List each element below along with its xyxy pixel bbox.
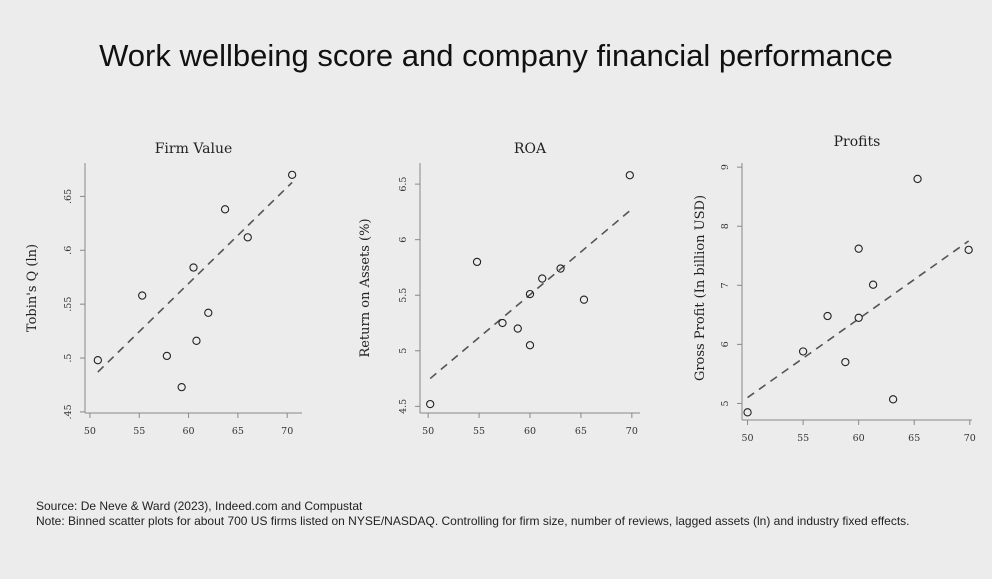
y-tick-label: 6: [398, 237, 409, 243]
chart-title: Firm Value: [155, 141, 233, 157]
data-point: [538, 274, 547, 283]
y-axis-label: Tobin's Q (ln): [25, 244, 40, 332]
data-point: [243, 233, 252, 242]
chart-panel-2: ROA Return on Assets (%) 50 55 60 65 70 4.5 5 5.5…: [358, 141, 640, 437]
x-tick-label: 65: [575, 426, 587, 437]
y-axis-label: Return on Assets (%): [358, 218, 373, 357]
y-tick-label: .6: [63, 246, 74, 255]
data-point: [426, 399, 435, 409]
fit-line: [429, 210, 631, 380]
y-tick-label: 5: [398, 348, 409, 354]
data-point: [964, 245, 973, 254]
x-tick-label: 60: [183, 426, 195, 437]
data-point: [625, 171, 634, 180]
data-point: [93, 356, 102, 365]
x-tick-label: 55: [797, 433, 809, 444]
x-tick-label: 70: [964, 433, 976, 444]
data-point: [220, 205, 230, 214]
y-tick-label: .65: [63, 189, 74, 204]
data-point: [472, 257, 482, 267]
data-point: [162, 351, 172, 361]
fit-line: [747, 240, 970, 399]
x-tick-label: 60: [853, 433, 865, 444]
data-point: [525, 341, 535, 350]
fit-line: [97, 181, 293, 373]
x-tick-label: 60: [524, 426, 536, 437]
data-point: [841, 357, 850, 367]
x-tick-label: 65: [908, 433, 920, 444]
data-point: [854, 244, 863, 253]
x-tick-label: 50: [422, 426, 434, 437]
data-point: [177, 382, 186, 392]
data-point: [189, 263, 198, 272]
x-tick-label: 50: [742, 433, 754, 444]
y-tick-label: 6.5: [398, 177, 409, 192]
y-tick-label: 4.5: [398, 399, 409, 414]
x-tick-label: 70: [626, 426, 638, 437]
y-tick-label: 6: [720, 341, 731, 347]
chart-title: ROA: [514, 141, 547, 157]
data-point: [192, 336, 201, 345]
note-line: Note: Binned scatter plots for about 700…: [36, 514, 910, 528]
x-tick-label: 50: [84, 426, 96, 437]
y-tick-label: .5: [63, 354, 74, 363]
x-tick-label: 55: [133, 426, 145, 437]
data-point: [913, 174, 922, 184]
chart-panel-1: Firm Value Tobin's Q (ln) 50 55 60 65 70 .45 .5.…: [25, 141, 302, 437]
source-line: Source: De Neve & Ward (2023), Indeed.co…: [36, 499, 363, 513]
data-point: [498, 318, 507, 328]
x-tick-label: 70: [281, 426, 293, 437]
data-point: [287, 170, 297, 180]
x-tick-label: 65: [232, 426, 244, 437]
data-point: [798, 347, 808, 356]
data-point: [579, 295, 589, 304]
data-point: [525, 289, 535, 299]
data-point: [888, 395, 898, 404]
data-point: [854, 313, 863, 322]
x-tick-label: 55: [473, 426, 485, 437]
chart-title: Profits: [834, 134, 881, 150]
data-point: [204, 308, 213, 317]
data-point: [823, 311, 832, 321]
data-point: [743, 408, 752, 417]
notes-block: Source: De Neve & Ward (2023), Indeed.co…: [36, 499, 966, 529]
page-title: Work wellbeing score and company financi…: [99, 38, 893, 73]
y-tick-label: 9: [720, 164, 731, 170]
y-tick-label: 7: [720, 282, 731, 288]
y-tick-label: 8: [720, 223, 731, 229]
y-tick-label: 5.5: [398, 288, 409, 303]
y-axis-label: Gross Profit (In billion USD): [693, 195, 708, 381]
y-tick-label: .55: [63, 297, 74, 312]
y-tick-label: 5: [720, 400, 731, 406]
data-point: [138, 291, 147, 300]
data-point: [513, 324, 522, 333]
data-point: [556, 264, 565, 273]
y-tick-label: .45: [63, 404, 74, 419]
data-point: [868, 280, 878, 289]
